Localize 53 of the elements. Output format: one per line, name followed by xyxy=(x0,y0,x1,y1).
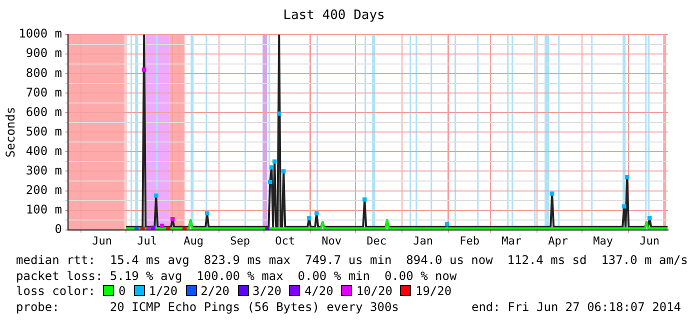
x-tick-label: Feb xyxy=(460,234,480,248)
legend-label: 19/20 xyxy=(415,284,452,298)
legend-label: 4/20 xyxy=(304,284,334,298)
x-tick-label: Jun xyxy=(640,234,660,248)
x-tick-label: Jan xyxy=(413,234,434,248)
y-tick-label: 800 m xyxy=(26,66,62,80)
y-tick-label: 600 m xyxy=(26,104,62,119)
legend-label: 10/20 xyxy=(356,284,392,298)
y-tick-label: 900 m xyxy=(26,46,62,60)
x-tick-label: Mar xyxy=(502,234,522,248)
point xyxy=(154,194,158,198)
point xyxy=(146,226,151,230)
x-tick-label: Jul xyxy=(137,234,158,248)
y-tick-label: 1000 m xyxy=(18,26,62,41)
point xyxy=(134,226,139,230)
y-tick-label: 500 m xyxy=(26,124,62,138)
y-tick-label: 200 m xyxy=(26,182,62,197)
y-axis-title: Seconds xyxy=(3,106,18,158)
x-tick-label: Dec xyxy=(366,234,387,248)
y-tick-label: 400 m xyxy=(26,144,62,158)
point xyxy=(269,165,274,170)
x-tick-label: Sep xyxy=(230,234,250,248)
text: end: Fri Jun 27 06:18:07 2014 xyxy=(471,300,681,315)
x-tick-label: Oct xyxy=(275,234,296,248)
x-tick-label: Jun xyxy=(92,234,112,248)
point xyxy=(281,169,286,174)
x-tick-label: Apr xyxy=(548,234,568,248)
legend-label: 2/20 xyxy=(200,284,230,298)
text: packet loss: 5.19 % avg 100.00 % max 0.00 % min 0.00 % now xyxy=(16,268,458,284)
point xyxy=(264,226,270,230)
point xyxy=(276,112,282,116)
point xyxy=(550,192,554,196)
legend-label: 1/20 xyxy=(148,284,178,298)
point xyxy=(142,68,146,72)
point xyxy=(166,226,170,230)
y-tick-label: 700 m xyxy=(26,85,62,100)
text: probe: 20 ICMP Echo Pings (56 Bytes) every 300s xyxy=(16,300,399,314)
y-tick-label: 100 m xyxy=(26,202,62,216)
y-tick-label: 300 m xyxy=(26,163,62,178)
legend-title: loss color: xyxy=(16,284,96,298)
point xyxy=(140,226,145,230)
legend-label: 3/20 xyxy=(252,284,282,298)
point xyxy=(182,226,187,230)
point xyxy=(150,226,156,230)
x-tick-label: Nov xyxy=(322,234,342,248)
point xyxy=(314,211,319,216)
text: median rtt: 15.4 ms avg 823.9 ms max 749.7 us min 894.0 us now 112.4 ms sd 137.0 m am/s xyxy=(16,253,688,268)
point xyxy=(204,211,210,216)
legend-label: 0 xyxy=(118,284,126,298)
y-tick-label: 0 xyxy=(54,222,62,236)
x-tick-label: May xyxy=(593,234,614,248)
x-tick-label: Aug xyxy=(184,234,204,248)
chart-title: Last 400 Days xyxy=(283,8,385,24)
